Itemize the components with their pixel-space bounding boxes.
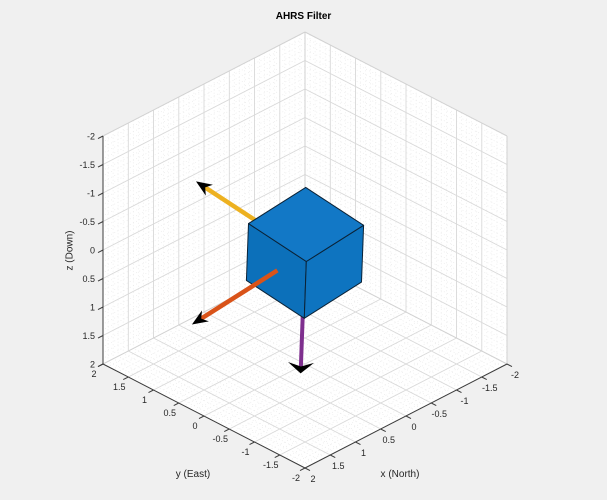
cube-face bbox=[248, 186, 365, 262]
body-x-arrow-head bbox=[191, 310, 209, 325]
body-x-arrow bbox=[198, 268, 279, 322]
major-grid bbox=[102, 45, 508, 456]
tick-label: -1.5 bbox=[482, 383, 498, 393]
tick-label: -2 bbox=[511, 370, 519, 380]
body-z-arrow-head bbox=[288, 362, 314, 374]
tick-label: 1 bbox=[361, 448, 366, 458]
tick-label: -1.5 bbox=[263, 460, 279, 470]
body-arrows-over bbox=[198, 268, 279, 322]
tick-label: 1.5 bbox=[113, 382, 126, 392]
body-y-arrow-head bbox=[196, 181, 213, 196]
tick-label: 1.5 bbox=[332, 461, 345, 471]
tick-label: 2 bbox=[310, 474, 315, 484]
tick-label: 0 bbox=[192, 421, 197, 431]
tick-label: -1 bbox=[241, 447, 249, 457]
tick-label: -1 bbox=[87, 189, 95, 199]
arrowheads bbox=[191, 181, 314, 374]
tick-label: 0 bbox=[90, 246, 95, 256]
tick-label: 2 bbox=[90, 360, 95, 370]
tick-label: -0.5 bbox=[432, 409, 448, 419]
tick-label: 0 bbox=[411, 422, 416, 432]
tick-label: 1 bbox=[90, 303, 95, 313]
tick-label: 0.5 bbox=[383, 435, 396, 445]
tick-label: -1 bbox=[460, 396, 468, 406]
tick-label: -0.5 bbox=[213, 434, 229, 444]
plot-title: AHRS Filter bbox=[275, 11, 332, 22]
z-axis-label: z (Down) bbox=[64, 230, 76, 271]
tick-label: -2 bbox=[292, 473, 300, 483]
tick-labels: -2-1.5-1-0.500.511.5221.510.50-0.5-1-1.5… bbox=[79, 132, 519, 485]
tick-label: 0.5 bbox=[82, 274, 95, 284]
tick-label: -0.5 bbox=[79, 217, 95, 227]
tick-label: 1.5 bbox=[82, 331, 95, 341]
tick-label: 1 bbox=[142, 395, 147, 405]
tick-label: 2 bbox=[91, 369, 96, 379]
y-axis-label: y (East) bbox=[175, 469, 211, 480]
tick-label: -1.5 bbox=[79, 160, 95, 170]
x-axis-label: x (North) bbox=[380, 469, 420, 480]
tick-label: 0.5 bbox=[164, 408, 177, 418]
axis-ticks bbox=[97, 135, 513, 472]
tick-label: -2 bbox=[87, 132, 95, 142]
